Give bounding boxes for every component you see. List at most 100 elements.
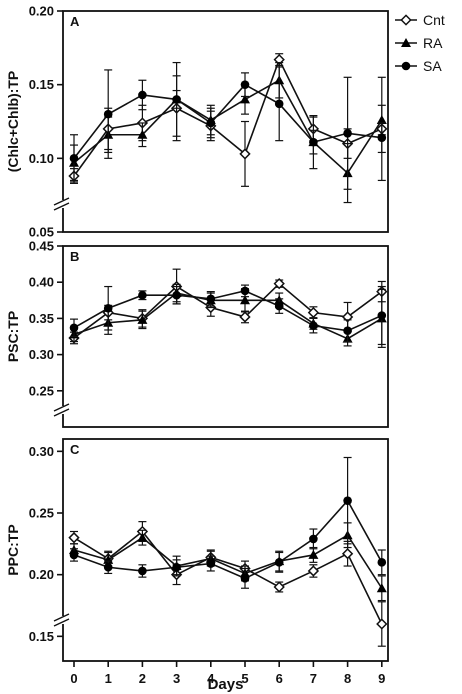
axis-break-mark [53, 202, 70, 211]
x-tick-label: 4 [207, 671, 215, 686]
data-point [376, 618, 388, 630]
y-tick-label: 0.10 [29, 151, 54, 166]
series-ra [69, 522, 387, 602]
data-point [69, 154, 79, 163]
data-point [308, 549, 319, 559]
legend-label: SA [423, 58, 442, 74]
data-point [172, 95, 181, 104]
axis-break-gap [55, 200, 69, 208]
series-line [73, 534, 383, 589]
data-point [138, 566, 147, 576]
series-sa [69, 456, 387, 589]
x-tick-label: 1 [105, 671, 112, 686]
data-point [376, 583, 387, 593]
x-tick-label: 8 [344, 671, 351, 686]
panel-label: C [70, 442, 80, 457]
data-point [240, 286, 250, 296]
data-point [138, 90, 147, 100]
x-tick-label: 2 [139, 671, 146, 686]
y-axis-label: PSC:TP [5, 311, 21, 362]
panel-b: B 0.25 0.30 0.35 0.40 0.45 PSC:TP [5, 239, 389, 428]
data-point [103, 303, 113, 313]
data-point [172, 562, 181, 572]
data-point [206, 294, 216, 304]
y-tick-label: 0.15 [29, 77, 54, 92]
x-axis-label: Days [208, 676, 244, 693]
data-point [377, 133, 387, 143]
series-line [73, 83, 382, 159]
y-tick-label: 0.45 [29, 239, 54, 254]
y-tick-label: 0.20 [29, 567, 54, 582]
axis-break-mark [53, 408, 70, 417]
legend-marker [401, 61, 411, 71]
series-line [73, 282, 383, 339]
data-point [69, 550, 79, 560]
legend-marker [401, 38, 411, 47]
series-cnt [68, 53, 388, 187]
data-point [309, 321, 318, 330]
data-point [206, 118, 216, 128]
data-point [274, 558, 284, 567]
series-sa [69, 284, 387, 346]
axis-break-mark [53, 618, 70, 627]
data-point [137, 532, 148, 542]
legend-item-cnt: Cnt [395, 12, 445, 28]
x-tick-label: 6 [276, 671, 283, 686]
x-tick-label: 9 [378, 671, 385, 686]
series-cnt [68, 268, 388, 345]
data-point [343, 326, 352, 336]
legend-label: Cnt [423, 12, 445, 28]
y-tick-label: 0.35 [29, 311, 54, 326]
data-point [137, 129, 148, 139]
data-point [377, 311, 387, 320]
data-point [240, 94, 250, 104]
data-point [240, 295, 250, 305]
data-point [138, 290, 147, 300]
series-line [73, 57, 383, 177]
series-line [73, 290, 383, 332]
legend-item-ra: RA [395, 35, 443, 51]
y-axis-label: PPC:TP [5, 524, 21, 575]
data-point [240, 80, 250, 89]
plot-frame [62, 245, 389, 428]
legend-item-sa: SA [395, 58, 442, 74]
panel-c: C 0.15 0.20 0.25 0.30 PPC:TP 0 1 2 3 4 5 6 7 8 9 Days [5, 438, 389, 693]
y-tick-label: 0.20 [29, 4, 54, 19]
data-point [309, 137, 318, 147]
data-point [274, 301, 284, 311]
data-point [137, 314, 148, 324]
series-line [73, 292, 383, 340]
y-axis-label: (Chlc+Chlb):TP [5, 71, 21, 173]
y-tick-label: 0.25 [29, 383, 54, 398]
series-line [73, 530, 383, 625]
legend-marker [400, 14, 412, 26]
y-tick-label: 0.30 [29, 444, 54, 459]
plot-frame [62, 10, 389, 233]
y-tick-label: 0.05 [29, 225, 54, 240]
data-point [206, 559, 216, 568]
data-point [239, 148, 251, 160]
panels: A 0.05 0.10 0.15 0.20 (Chlc+Chlb):TP B 0.25 0.30… [5, 4, 389, 693]
x-tick-label: 3 [173, 671, 180, 686]
y-tick-label: 0.40 [29, 275, 54, 290]
y-tick-label: 0.25 [29, 506, 54, 521]
data-point [341, 548, 354, 560]
series-sa [69, 61, 387, 190]
y-tick-label: 0.15 [29, 629, 54, 644]
series-line [73, 499, 383, 580]
plot-frame [62, 438, 389, 662]
legend-label: RA [423, 35, 443, 51]
data-point [273, 581, 285, 593]
series-ra [69, 61, 387, 204]
data-point [309, 534, 318, 544]
panel-a: A 0.05 0.10 0.15 0.20 (Chlc+Chlb):TP [5, 4, 389, 240]
data-point [103, 109, 113, 119]
x-tick-label: 0 [70, 671, 77, 686]
data-point [376, 115, 387, 125]
legend: Cnt RA SA [395, 12, 445, 74]
data-point [343, 496, 352, 505]
axis-break-mark [53, 613, 70, 622]
data-point [273, 277, 285, 290]
panel-label: B [70, 249, 79, 264]
